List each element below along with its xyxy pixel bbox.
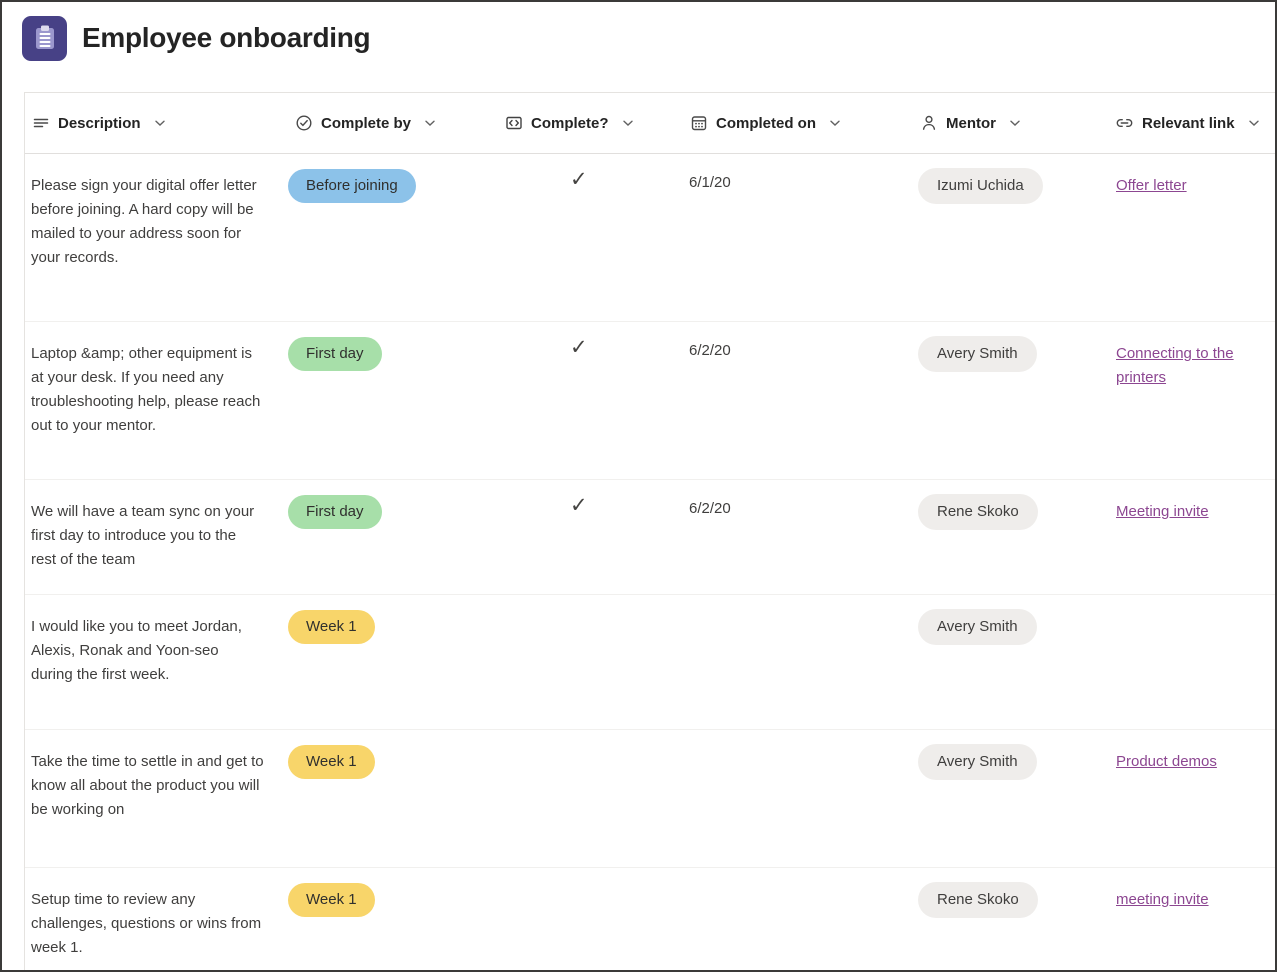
chevron-down-icon[interactable] (1009, 119, 1021, 127)
mentor-cell: Izumi Uchida (913, 154, 1108, 321)
complete-cell (498, 868, 683, 970)
mentor-pill: Avery Smith (918, 744, 1037, 780)
person-icon (920, 114, 938, 132)
calendar-icon (690, 114, 708, 132)
page-title: Employee onboarding (82, 22, 371, 53)
completed-on-cell (683, 730, 913, 867)
column-header-relevant-link[interactable]: Relevant link (1108, 93, 1275, 153)
completed-on-cell: 6/2/20 (689, 342, 731, 359)
mentor-pill: Rene Skoko (918, 494, 1038, 530)
column-header-label: Relevant link (1142, 114, 1235, 132)
column-header-mentor[interactable]: Mentor (913, 93, 1108, 153)
circle-check-icon (295, 114, 313, 132)
mentor-cell: Rene Skoko (913, 480, 1108, 594)
link-icon (1115, 114, 1134, 132)
relevant-link-cell: Offer letter (1108, 154, 1275, 321)
chevron-down-icon[interactable] (154, 119, 166, 127)
mentor-cell: Rene Skoko (913, 868, 1108, 970)
choice-pill: First day (288, 337, 382, 371)
column-header-description[interactable]: Description (25, 93, 288, 153)
choice-pill: Week 1 (288, 610, 375, 644)
relevant-link[interactable]: Meeting invite (1116, 503, 1209, 520)
chevron-down-icon[interactable] (1248, 119, 1260, 127)
table-header-row: Description Complete by (25, 93, 1275, 154)
chevron-down-icon[interactable] (424, 119, 436, 127)
mentor-cell: Avery Smith (913, 595, 1108, 729)
description-cell: Take the time to settle in and get to kn… (31, 753, 264, 818)
relevant-link-cell: Product demos (1108, 730, 1275, 867)
relevant-link-cell (1108, 595, 1275, 729)
relevant-link-cell: Meeting invite (1108, 480, 1275, 594)
relevant-link-cell: meeting invite (1108, 868, 1275, 970)
relevant-link[interactable]: Product demos (1116, 753, 1217, 770)
column-header-label: Mentor (946, 114, 996, 132)
multiline-text-icon (32, 114, 50, 132)
checkmark-icon: ✓ (570, 336, 588, 359)
clipboard-list-icon (22, 15, 67, 61)
column-header-label: Completed on (716, 114, 816, 132)
table-row: Laptop &amp; other equipment is at your … (25, 322, 1275, 480)
complete-by-cell: First day (288, 322, 498, 479)
column-header-label: Description (58, 114, 141, 132)
completed-on-cell: 6/1/20 (689, 174, 731, 191)
mentor-pill: Avery Smith (918, 336, 1037, 372)
complete-cell (498, 595, 683, 729)
relevant-link[interactable]: Offer letter (1116, 177, 1187, 194)
mentor-pill: Rene Skoko (918, 882, 1038, 918)
description-cell: Setup time to review any challenges, que… (31, 891, 262, 956)
choice-pill: Week 1 (288, 883, 375, 917)
table-row: Please sign your digital offer letter be… (25, 154, 1275, 322)
complete-cell (498, 730, 683, 867)
relevant-link-cell: Connecting to the printers (1108, 322, 1275, 479)
complete-by-cell: First day (288, 480, 498, 594)
complete-cell: ✓ (498, 154, 683, 321)
description-cell: We will have a team sync on your first d… (31, 503, 255, 568)
mentor-pill: Izumi Uchida (918, 168, 1043, 204)
page-header: Employee onboarding (2, 2, 1275, 64)
table-row: Take the time to settle in and get to kn… (25, 730, 1275, 868)
column-header-completed-on[interactable]: Completed on (683, 93, 913, 153)
complete-by-cell: Week 1 (288, 730, 498, 867)
relevant-link[interactable]: Connecting to the printers (1116, 345, 1234, 386)
checkmark-icon: ✓ (570, 494, 588, 517)
table-row: I would like you to meet Jordan, Alexis,… (25, 595, 1275, 730)
complete-cell: ✓ (498, 480, 683, 594)
description-cell: I would like you to meet Jordan, Alexis,… (31, 618, 242, 683)
choice-pill: Before joining (288, 169, 416, 203)
column-header-label: Complete? (531, 114, 609, 132)
description-cell: Laptop &amp; other equipment is at your … (31, 345, 261, 434)
column-header-label: Complete by (321, 114, 412, 132)
choice-pill: Week 1 (288, 745, 375, 779)
mentor-cell: Avery Smith (913, 730, 1108, 867)
mentor-cell: Avery Smith (913, 322, 1108, 479)
column-header-complete-by[interactable]: Complete by (288, 93, 498, 153)
completed-on-cell (683, 868, 913, 970)
table-row: Setup time to review any challenges, que… (25, 868, 1275, 970)
complete-by-cell: Week 1 (288, 868, 498, 970)
column-header-complete[interactable]: Complete? (498, 93, 683, 153)
completed-on-cell: 6/2/20 (689, 500, 731, 517)
completed-on-cell (683, 595, 913, 729)
complete-by-cell: Before joining (288, 154, 498, 321)
chevron-down-icon[interactable] (829, 119, 841, 127)
description-cell: Please sign your digital offer letter be… (31, 177, 257, 266)
choice-pill: First day (288, 495, 382, 529)
relevant-link[interactable]: meeting invite (1116, 891, 1209, 908)
complete-cell: ✓ (498, 322, 683, 479)
table-body: Please sign your digital offer letter be… (25, 154, 1275, 970)
checkmark-icon: ✓ (570, 168, 588, 191)
list-table: Description Complete by (24, 92, 1275, 970)
mentor-pill: Avery Smith (918, 609, 1037, 645)
boolean-icon (505, 114, 523, 132)
table-row: We will have a team sync on your first d… (25, 480, 1275, 595)
complete-by-cell: Week 1 (288, 595, 498, 729)
chevron-down-icon[interactable] (622, 119, 634, 127)
